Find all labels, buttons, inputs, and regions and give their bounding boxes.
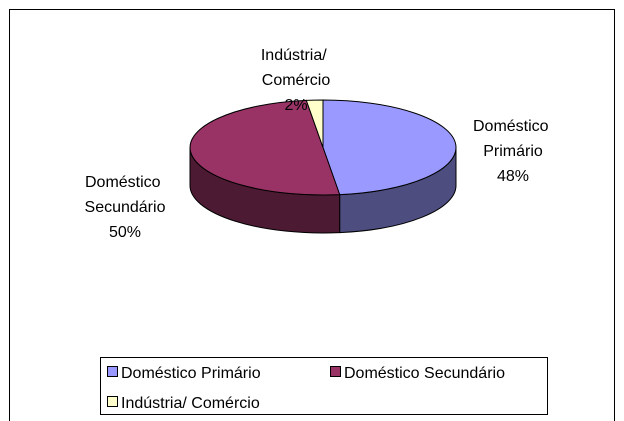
data-label-category: Doméstico Primário (473, 118, 553, 160)
legend-label: Indústria/ Comércio (121, 395, 260, 412)
data-label-category: Indústria/ Comércio (261, 47, 331, 89)
slice (190, 99, 341, 196)
data-label-value: 48% (497, 168, 529, 185)
legend-swatch (330, 366, 341, 377)
legend-box (100, 357, 548, 415)
data-label-category: Doméstico Secundário (85, 174, 166, 216)
legend-label: Doméstico Primário (121, 365, 261, 382)
legend-swatch (107, 366, 118, 377)
slice (305, 99, 324, 148)
legend-label: Doméstico Secundário (344, 365, 505, 382)
slice (322, 99, 457, 196)
data-label-value: 50% (109, 224, 141, 241)
legend-swatch (107, 396, 118, 407)
data-label-value: 2% (284, 97, 307, 114)
